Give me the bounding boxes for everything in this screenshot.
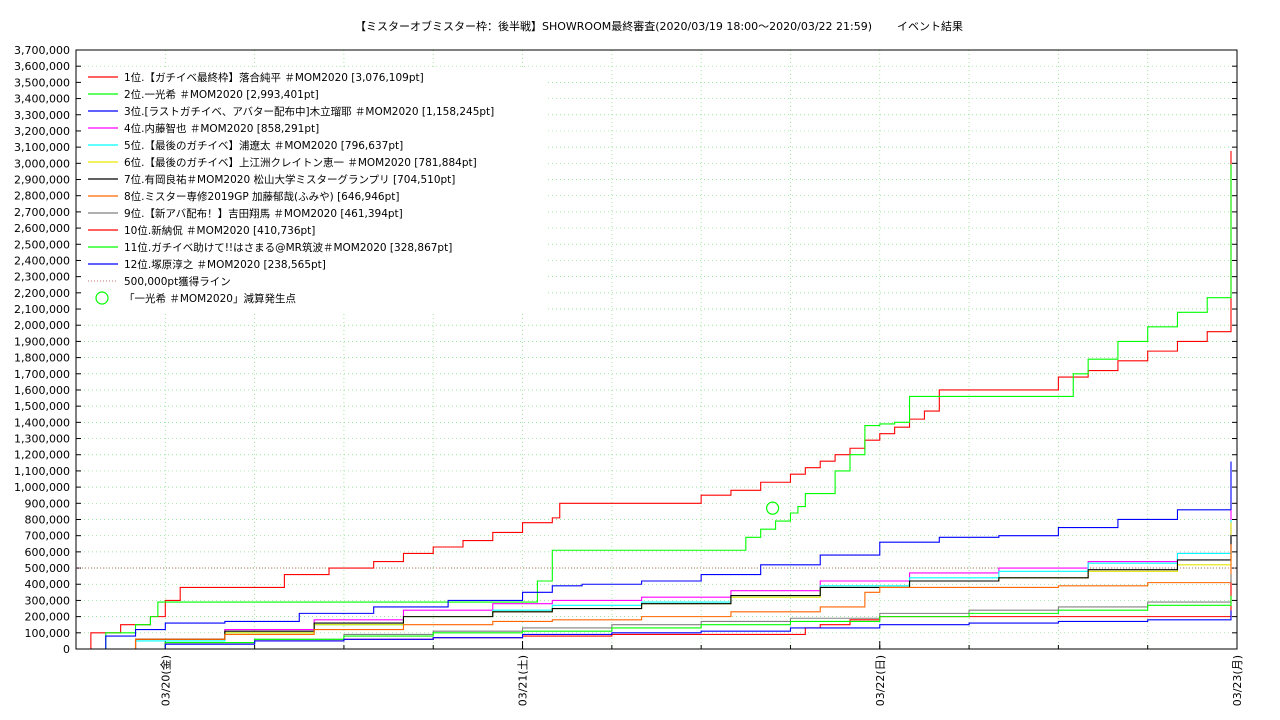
legend-entry: 10位.新納侃 ＃MOM2020 [410,736pt] bbox=[124, 224, 315, 237]
y-tick-label: 1,600,000 bbox=[14, 384, 70, 397]
series-line-1 bbox=[76, 151, 1232, 650]
x-tick-label: 03/20(金) bbox=[158, 655, 172, 706]
legend-entry: 3位.[ラストガチイベ、アバター配布中]木立瑠耶 ＃MOM2020 [1,158… bbox=[124, 105, 494, 118]
y-tick-label: 3,600,000 bbox=[14, 60, 70, 73]
series-line-11 bbox=[76, 595, 1232, 650]
legend-entry: 7位.有岡良祐＃MOM2020 松山大学ミスターグランプリ [704,510pt… bbox=[124, 173, 455, 186]
legend-entry: 6位.【最後のガチイベ】上江洲クレイトン恵一 ＃MOM2020 [781,884… bbox=[124, 156, 477, 169]
x-tick-label: 03/22(日) bbox=[874, 655, 887, 706]
legend-entry: 1位.【ガチイベ最終枠】落合純平 ＃MOM2020 [3,076,109pt] bbox=[124, 71, 424, 84]
legend-entry: 5位.【最後のガチイベ】浦遼太 ＃MOM2020 [796,637pt] bbox=[124, 139, 403, 152]
series-line-3 bbox=[76, 461, 1232, 650]
y-tick-label: 200,000 bbox=[25, 611, 71, 624]
y-tick-label: 1,400,000 bbox=[14, 416, 70, 429]
series-lines bbox=[76, 151, 1232, 650]
y-tick-label: 1,300,000 bbox=[14, 433, 70, 446]
plot-frame bbox=[75, 49, 1238, 650]
y-tick-label: 3,500,000 bbox=[14, 76, 70, 89]
y-tick-label: 1,100,000 bbox=[14, 465, 70, 478]
y-tick-label: 1,200,000 bbox=[14, 449, 70, 462]
series-line-7 bbox=[76, 534, 1232, 650]
y-tick-label: 500,000 bbox=[25, 562, 71, 575]
legend-entry: 11位.ガチイベ助けて!!はさまる@MR筑波＃MOM2020 [328,867p… bbox=[124, 241, 452, 254]
y-tick-label: 2,400,000 bbox=[14, 254, 70, 267]
series-line-10 bbox=[76, 582, 1232, 650]
y-tick-label: 1,000,000 bbox=[14, 481, 70, 494]
legend: 1位.【ガチイベ最終枠】落合純平 ＃MOM2020 [3,076,109pt] 2… bbox=[82, 67, 547, 311]
chart-subtitle: イベント結果 bbox=[897, 19, 963, 33]
legend-swatch-marker bbox=[95, 291, 109, 305]
series-line-12 bbox=[76, 610, 1232, 650]
y-tick-label: 800,000 bbox=[25, 513, 71, 526]
y-tick-label: 100,000 bbox=[25, 627, 71, 640]
y-tick-label: 2,000,000 bbox=[14, 319, 70, 332]
series-line-2 bbox=[76, 164, 1232, 650]
legend-entry: 2位.一光希 ＃MOM2020 [2,993,401pt] bbox=[124, 88, 319, 101]
y-tick-label: 2,200,000 bbox=[14, 287, 70, 300]
legend-entry: 8位.ミスター専修2019GP 加藤郁哉(ふみや) [646,946pt] bbox=[124, 190, 399, 203]
y-tick-label: 3,400,000 bbox=[14, 93, 70, 106]
y-tick-label: 900,000 bbox=[25, 497, 71, 510]
series-line-8 bbox=[76, 544, 1232, 650]
grid bbox=[75, 50, 1238, 649]
x-tick-label: 03/23(月) bbox=[1231, 655, 1244, 706]
series-line-9 bbox=[76, 574, 1232, 650]
y-tick-label: 1,900,000 bbox=[14, 335, 70, 348]
y-tick-label: 3,700,000 bbox=[14, 44, 70, 57]
legend-entry: 9位.【新アバ配布！】吉田翔馬 ＃MOM2020 [461,394pt] bbox=[124, 207, 403, 220]
y-tick-label: 400,000 bbox=[25, 578, 71, 591]
y-tick-label: 2,600,000 bbox=[14, 222, 70, 235]
y-tick-label: 2,900,000 bbox=[14, 174, 70, 187]
legend-entry-marker: 「一光希 ＃MOM2020」減算発生点 bbox=[124, 292, 296, 305]
legend-background bbox=[82, 67, 547, 311]
y-tick-label: 600,000 bbox=[25, 546, 71, 559]
y-tick-label: 2,700,000 bbox=[14, 206, 70, 219]
x-tick-label: 03/21(土) bbox=[517, 655, 530, 706]
legend-entry-ref: 500,000pt獲得ライン bbox=[124, 275, 231, 288]
y-tick-label: 1,800,000 bbox=[14, 352, 70, 365]
y-tick-label: 2,100,000 bbox=[14, 303, 70, 316]
y-tick-label: 2,800,000 bbox=[14, 190, 70, 203]
y-tick-label: 3,100,000 bbox=[14, 141, 70, 154]
y-tick-label: 1,700,000 bbox=[14, 368, 70, 381]
y-tick-label: 1,500,000 bbox=[14, 400, 70, 413]
legend-entry: 4位.内藤智也 ＃MOM2020 [858,291pt] bbox=[124, 122, 319, 135]
y-tick-label: 700,000 bbox=[25, 530, 71, 543]
x-axis: 03/20(金) 03/21(土) 03/22(日) 03/23(月) bbox=[75, 641, 1244, 706]
y-tick-label: 300,000 bbox=[25, 594, 71, 607]
y-tick-label: 2,500,000 bbox=[14, 238, 70, 251]
chart-title: 【ミスターオブミスター枠：後半戦】SHOWROOM最終審査(2020/03/19… bbox=[355, 19, 872, 33]
y-tick-label: 3,200,000 bbox=[14, 125, 70, 138]
y-axis: 0 100,000 200,000 300,000 400,000 500,000 600,… bbox=[14, 44, 1237, 656]
deduction-marker bbox=[765, 501, 780, 515]
legend-entry: 12位.塚原淳之 ＃MOM2020 [238,565pt] bbox=[124, 258, 326, 271]
y-tick-label: 3,000,000 bbox=[14, 157, 70, 170]
y-tick-label: 0 bbox=[63, 643, 70, 656]
y-tick-label: 3,300,000 bbox=[14, 109, 70, 122]
y-tick-label: 2,300,000 bbox=[14, 271, 70, 284]
